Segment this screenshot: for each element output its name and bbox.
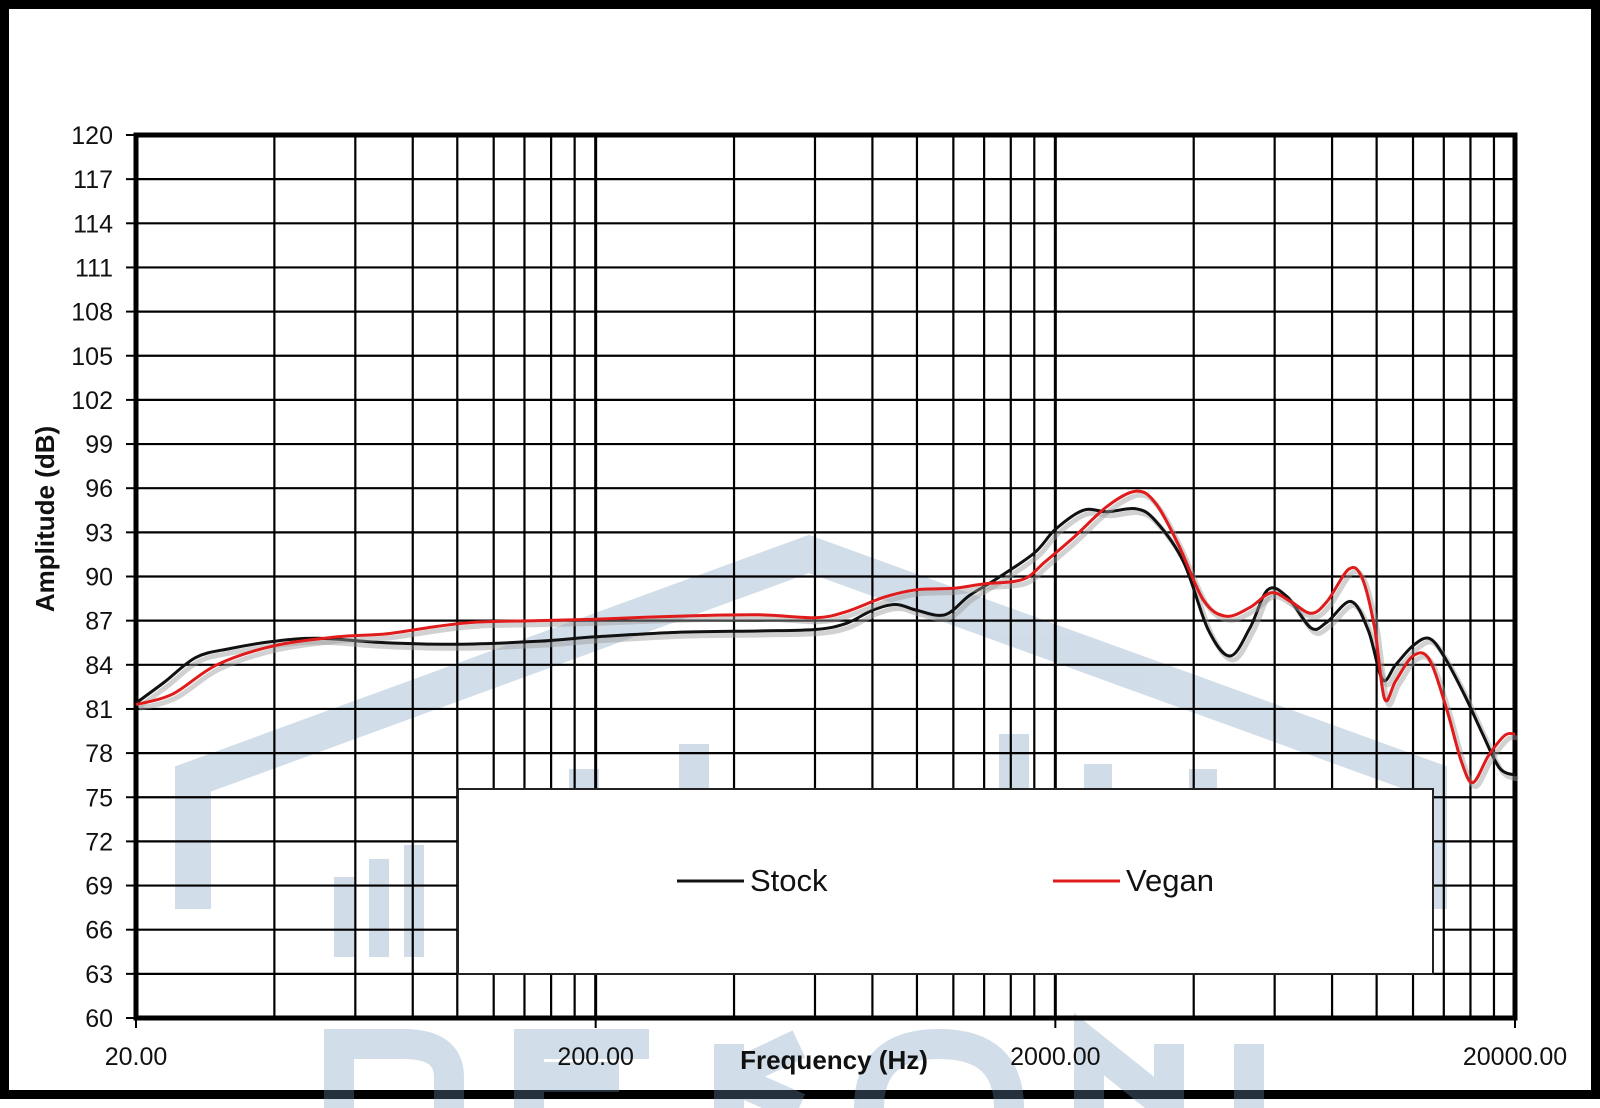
frequency-response-chart: 120 117 114 111 108 105 102 99 96 93 90 87 84 81 78 75 7… [30,122,1567,1108]
y-tick-label: 117 [73,166,113,194]
x-tick-label: 20.00 [105,1043,168,1071]
y-tick-label: 102 [71,387,113,415]
y-tick-label: 108 [71,299,113,327]
y-tick-label: 84 [85,652,113,680]
x-axis-title: Frequency (Hz) [740,1045,928,1075]
watermark-bar [404,845,424,957]
series-shadow-vegan [138,492,1519,789]
y-tick-label: 99 [85,431,113,459]
x-tick-label: 2000.00 [1010,1043,1100,1071]
legend-label-vegan: Vegan [1126,863,1214,898]
series-shadow-stock [137,509,1520,782]
y-tick-label: 87 [85,608,113,636]
y-tick-label: 111 [75,254,113,282]
y-tick-label: 93 [85,519,113,547]
y-tick-label: 81 [85,696,113,724]
watermark-letters [324,1012,1264,1108]
x-tick-label: 20000.00 [1463,1043,1567,1071]
y-tick-label: 75 [85,784,113,812]
y-tick-label: 69 [85,873,113,901]
legend-box [457,788,1434,975]
y-tick-label: 78 [85,740,113,768]
y-tick-label: 96 [85,475,113,503]
watermark-bar [334,877,354,957]
watermark-bar [369,859,389,957]
y-tick-label: 105 [71,343,113,371]
y-tick-label: 72 [85,828,113,856]
series-line-stock [135,506,1516,777]
legend-label-stock: Stock [750,863,828,898]
y-tick-label: 90 [85,564,113,592]
x-axis-ticks: 20.00 200.00 2000.00 20000.00 [105,1018,1567,1071]
y-tick-label: 63 [85,961,113,989]
legend: Stock Vegan [457,788,1434,975]
y-axis-title: Amplitude (dB) [30,426,60,612]
series-line-vegan [135,489,1516,785]
y-axis-ticks: 120 117 114 111 108 105 102 99 96 93 90 87 84 81 78 75 7… [71,122,136,1033]
y-tick-label: 120 [71,122,113,150]
y-tick-label: 66 [85,917,113,945]
x-tick-label: 200.00 [557,1043,633,1071]
y-tick-label: 114 [73,210,113,238]
y-tick-label: 60 [85,1005,113,1033]
plot-border [133,132,1518,1021]
series-layer [135,489,1520,789]
